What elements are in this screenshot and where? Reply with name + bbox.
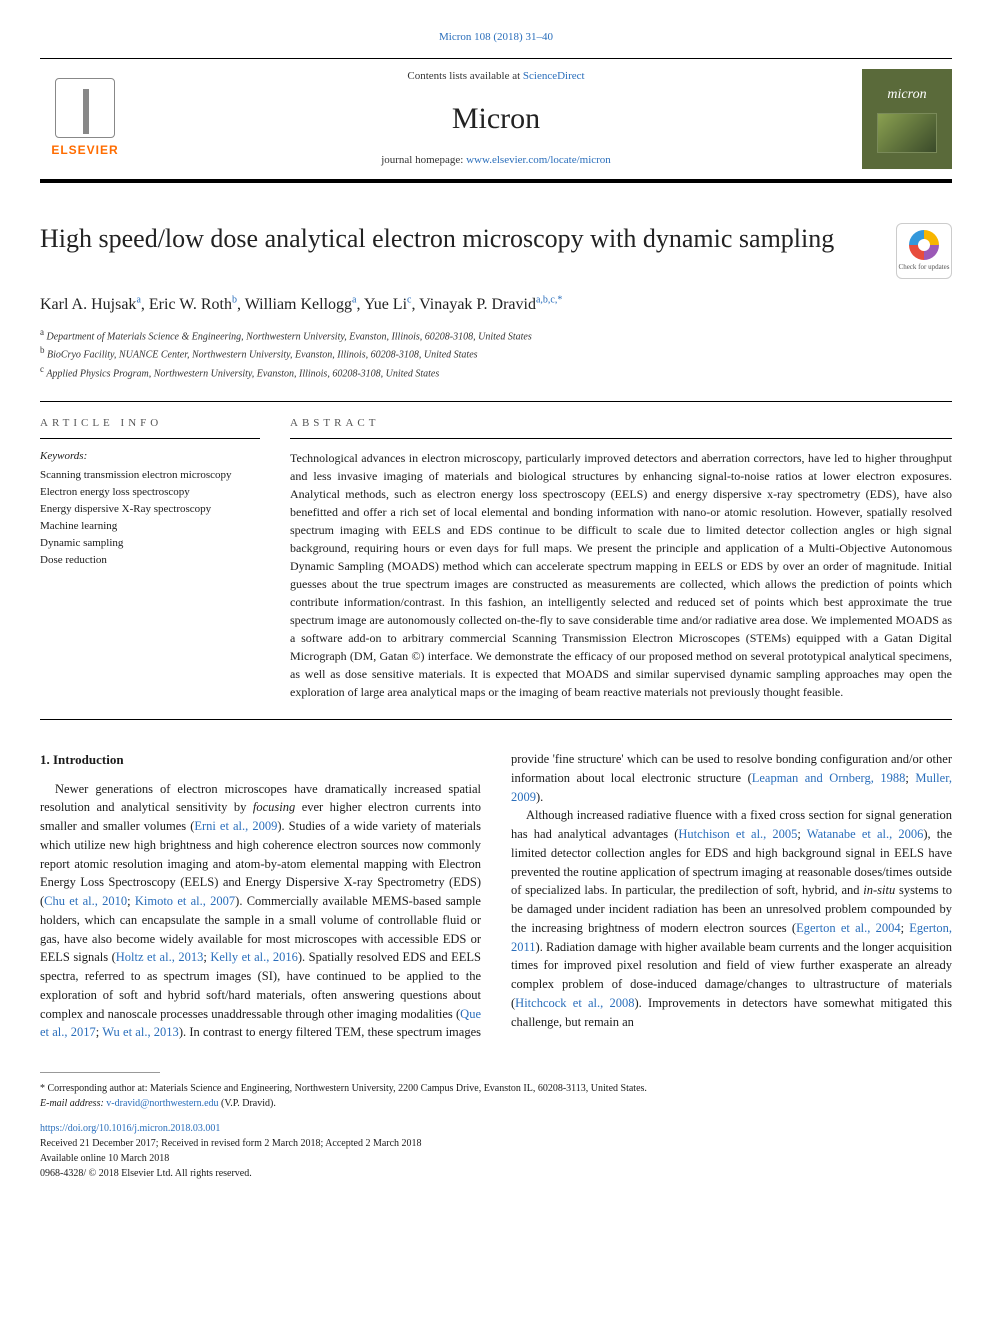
citation-link[interactable]: Wu (102, 1025, 123, 1039)
body-two-column: 1. Introduction Newer generations of ele… (40, 750, 952, 1042)
contents-prefix: Contents lists available at (407, 70, 522, 82)
section-1-heading: 1. Introduction (40, 750, 481, 770)
check-for-updates-button[interactable]: Check for updates (896, 223, 952, 279)
homepage-line: journal homepage: www.elsevier.com/locat… (130, 153, 862, 169)
corresponding-author-footnote: * Corresponding author at: Materials Sci… (40, 1081, 952, 1111)
homepage-prefix: journal homepage: (381, 154, 466, 166)
authors-line: Karl A. Hujsaka, Eric W. Rothb, William … (40, 293, 952, 316)
sciencedirect-link[interactable]: ScienceDirect (523, 70, 585, 82)
received-dates: Received 21 December 2017; Received in r… (40, 1136, 952, 1151)
crossmark-icon (909, 230, 939, 260)
abstract-text: Technological advances in electron micro… (290, 449, 952, 701)
running-head-citation: Micron 108 (2018) 31–40 (40, 30, 952, 46)
keywords-label: Keywords: (40, 449, 260, 465)
header-center: Contents lists available at ScienceDirec… (130, 69, 862, 168)
citation-link[interactable]: Egerton et al., 2004 (796, 921, 901, 935)
contents-line: Contents lists available at ScienceDirec… (130, 69, 862, 85)
keywords-list: Scanning transmission electron microscop… (40, 467, 260, 569)
article-info-column: ARTICLE INFO Keywords: Scanning transmis… (40, 416, 260, 701)
citation-link[interactable]: et al., 2013 (123, 1025, 179, 1039)
available-online: Available online 10 March 2018 (40, 1151, 952, 1166)
article-info-heading: ARTICLE INFO (40, 416, 260, 439)
citation-link[interactable]: Chu et al., 2010 (44, 894, 127, 908)
elsevier-tree-icon (55, 78, 115, 138)
elsevier-brand-text: ELSEVIER (51, 142, 118, 159)
footnote-divider (40, 1072, 160, 1073)
citation-link[interactable]: Kimoto et al., 2007 (135, 894, 235, 908)
section-divider (40, 401, 952, 402)
article-title: High speed/low dose analytical electron … (40, 223, 876, 256)
doi-link[interactable]: https://doi.org/10.1016/j.micron.2018.03… (40, 1121, 952, 1136)
email-link[interactable]: v-dravid@northwestern.edu (106, 1098, 218, 1109)
citation-link[interactable]: Erni et al., 2009 (194, 819, 277, 833)
journal-cover-thumbnail: micron (862, 69, 952, 169)
journal-cover-title: micron (887, 85, 926, 105)
citation-link[interactable]: Watanabe et al., 2006 (807, 827, 924, 841)
abstract-heading: ABSTRACT (290, 416, 952, 439)
journal-cover-image-icon (877, 113, 937, 153)
citation-link[interactable]: Leapman and Ornberg, 1988 (752, 771, 906, 785)
affiliation-c: c Applied Physics Program, Northwestern … (40, 363, 952, 381)
affiliation-b: b BioCryo Facility, NUANCE Center, North… (40, 344, 952, 362)
corresponding-author-text: * Corresponding author at: Materials Sci… (40, 1081, 952, 1096)
publication-info: https://doi.org/10.1016/j.micron.2018.03… (40, 1121, 952, 1181)
citation-link[interactable]: Kelly et al., 2016 (210, 950, 298, 964)
email-label: E-mail address: (40, 1098, 106, 1109)
copyright-line: 0968-4328/ © 2018 Elsevier Ltd. All righ… (40, 1166, 952, 1181)
abstract-column: ABSTRACT Technological advances in elect… (290, 416, 952, 701)
citation-link[interactable]: Holtz et al., 2013 (116, 950, 204, 964)
section-divider (40, 719, 952, 720)
affiliations: a Department of Materials Science & Engi… (40, 326, 952, 381)
check-updates-label: Check for updates (899, 262, 950, 272)
homepage-link[interactable]: www.elsevier.com/locate/micron (466, 154, 611, 166)
citation-link[interactable]: Hitchcock et al., 2008 (515, 996, 634, 1010)
journal-header: ELSEVIER Contents lists available at Sci… (40, 58, 952, 183)
affiliation-a: a Department of Materials Science & Engi… (40, 326, 952, 344)
elsevier-logo: ELSEVIER (40, 69, 130, 169)
journal-name: Micron (130, 97, 862, 141)
citation-link[interactable]: Hutchison et al., 2005 (678, 827, 797, 841)
body-paragraph: Although increased radiative fluence wit… (511, 806, 952, 1031)
email-suffix: (V.P. Dravid). (219, 1098, 276, 1109)
